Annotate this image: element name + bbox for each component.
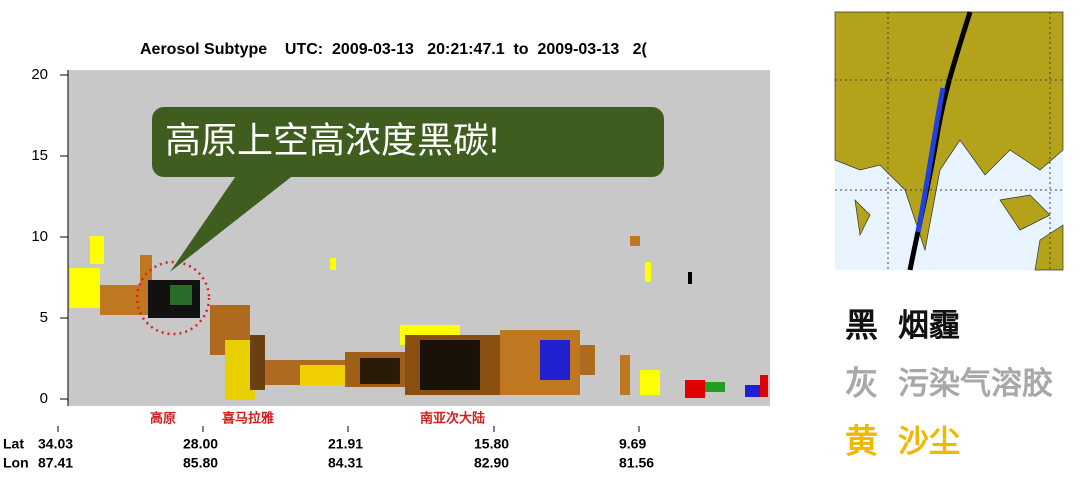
region-label: 南亚次大陆 <box>420 410 485 425</box>
y-tick-label: 20 <box>31 66 48 83</box>
lon-label: 87.41 <box>38 455 73 471</box>
lon-label: 81.56 <box>619 455 654 471</box>
legend-label: 沙尘 <box>898 424 960 459</box>
region-label: 喜马拉雅 <box>222 410 274 425</box>
region-strip <box>68 406 770 432</box>
lat-label: 28.00 <box>183 436 218 452</box>
legend-key: 灰 <box>845 365 878 402</box>
lat-label: 21.91 <box>328 436 363 452</box>
lon-label: 84.31 <box>328 455 363 471</box>
legend-label: 污染气溶胶 <box>898 366 1053 401</box>
aerosol-layers <box>70 236 768 400</box>
callout-pointer <box>170 170 300 272</box>
y-tick-label: 5 <box>40 309 48 326</box>
legend-key: 黑 <box>845 307 878 344</box>
map <box>834 11 1064 271</box>
y-tick-label: 10 <box>31 228 48 245</box>
lat-label: 34.03 <box>38 436 73 452</box>
y-tick-label: 15 <box>31 147 48 164</box>
legend: 黑烟霾灰 污染气溶胶黄 沙尘 <box>845 307 1053 460</box>
highlight-circle <box>135 260 211 336</box>
lon-label: 82.90 <box>474 455 509 471</box>
legend-label: 烟霾 <box>898 308 960 343</box>
plot-title: Aerosol Subtype UTC: 2009-03-13 20:21:47… <box>140 41 648 58</box>
row-label: Lon <box>3 455 29 471</box>
legend-key: 黄 <box>845 423 878 460</box>
lon-label: 85.80 <box>183 455 218 471</box>
callout-text: 高原上空高浓度黑碳! <box>165 120 499 161</box>
row-label: Lat <box>3 436 24 452</box>
x-axis: 高原 喜马拉雅 南亚次大陆 Lat Lon 34.03 87.41 28.00 85.80 21.… <box>3 410 654 470</box>
callout-box <box>152 107 664 177</box>
lat-label: 9.69 <box>619 436 646 452</box>
region-label: 高原 <box>150 410 176 425</box>
y-axis: 0 5 10 15 20 <box>31 66 69 407</box>
y-tick-label: 0 <box>40 390 48 407</box>
lat-label: 15.80 <box>474 436 509 452</box>
